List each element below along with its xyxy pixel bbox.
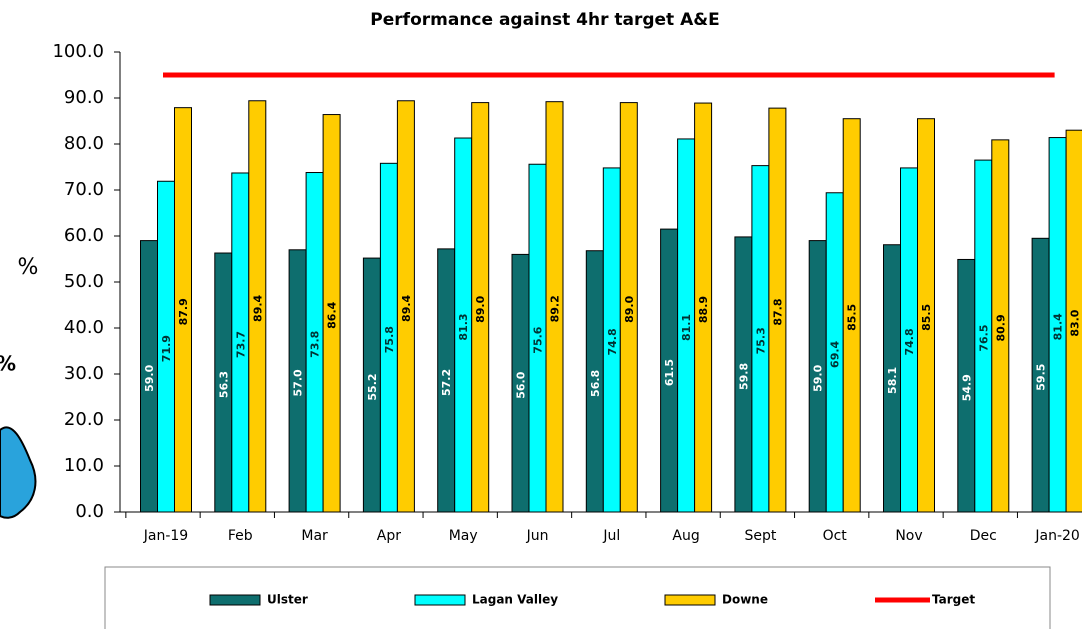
y-tick-label: 60.0 (64, 225, 104, 246)
bar (248, 100, 267, 513)
legend-swatch (414, 594, 466, 606)
overlay-text: % (0, 352, 16, 376)
y-tick-label: 20.0 (64, 409, 104, 430)
bar (545, 101, 564, 513)
data-label: 76.5 (977, 324, 990, 351)
data-label: 55.2 (366, 373, 379, 400)
bar (694, 102, 713, 513)
data-label: 56.8 (589, 370, 602, 397)
data-label: 58.1 (886, 367, 899, 394)
x-tick-label: Sept (744, 528, 776, 544)
bar (991, 139, 1010, 513)
y-tick-label: 0.0 (75, 501, 104, 522)
data-label: 83.0 (1069, 309, 1082, 336)
data-label: 56.3 (217, 371, 230, 398)
data-label: 87.9 (177, 298, 190, 325)
y-tick-label: 100.0 (52, 41, 104, 62)
data-label: 85.5 (920, 304, 933, 331)
data-label: 59.0 (812, 364, 825, 391)
x-tick-label: Mar (301, 528, 328, 544)
bar (619, 102, 638, 513)
data-label: 59.0 (143, 364, 156, 391)
data-label: 57.2 (440, 369, 453, 396)
bar (842, 118, 861, 513)
data-label: 74.8 (606, 328, 619, 355)
legend-label: Downe (722, 593, 768, 607)
x-tick-label: Oct (823, 528, 848, 544)
legend-swatch (209, 594, 261, 606)
bar (1065, 129, 1082, 513)
y-axis-label: % (18, 255, 39, 280)
data-label: 73.8 (309, 331, 322, 358)
data-label: 54.9 (960, 374, 973, 401)
data-label: 59.8 (737, 363, 750, 390)
data-label: 56.0 (515, 371, 528, 398)
y-tick-label: 90.0 (64, 87, 104, 108)
bar (174, 107, 192, 513)
data-label: 89.4 (400, 294, 413, 321)
x-tick-label: Jun (526, 528, 549, 544)
legend-label: Ulster (267, 593, 308, 607)
bar (471, 102, 490, 513)
data-label: 57.0 (292, 369, 305, 396)
x-tick-label: May (449, 528, 478, 544)
legend-label: Lagan Valley (472, 593, 558, 607)
data-label: 81.4 (1052, 313, 1065, 340)
bar (768, 107, 787, 513)
bar (322, 114, 341, 513)
data-label: 75.8 (383, 326, 396, 353)
data-label: 89.4 (251, 294, 264, 321)
y-tick-label: 80.0 (64, 133, 104, 154)
data-label: 59.5 (1035, 364, 1048, 391)
x-tick-label: Jul (602, 528, 620, 544)
data-label: 75.6 (532, 326, 545, 353)
x-tick-label: Feb (228, 528, 253, 544)
x-tick-label: Aug (672, 528, 699, 544)
y-tick-label: 40.0 (64, 317, 104, 338)
x-tick-label: Dec (970, 528, 997, 544)
legend-label: Target (932, 593, 975, 607)
data-label: 80.9 (994, 314, 1007, 341)
data-label: 81.3 (457, 313, 470, 340)
data-label: 73.7 (234, 331, 247, 358)
chart-title: Performance against 4hr target A&E (370, 10, 719, 30)
data-label: 69.4 (829, 340, 842, 367)
y-tick-label: 30.0 (64, 363, 104, 384)
data-label: 89.0 (474, 295, 487, 322)
data-label: 61.5 (663, 359, 676, 386)
data-label: 87.8 (771, 298, 784, 325)
y-tick-label: 10.0 (64, 455, 104, 476)
data-label: 74.8 (903, 328, 916, 355)
x-tick-label: Jan-20 (1034, 528, 1079, 544)
data-label: 81.1 (680, 314, 693, 341)
x-tick-label: Nov (895, 528, 922, 544)
y-tick-label: 50.0 (64, 271, 104, 292)
data-label: 85.5 (846, 304, 859, 331)
data-label: 86.4 (326, 301, 339, 328)
data-label: 75.3 (754, 327, 767, 354)
y-tick-label: 70.0 (64, 179, 104, 200)
data-label: 71.9 (160, 335, 173, 362)
x-tick-label: Jan-19 (143, 528, 188, 544)
legend-swatch (664, 594, 716, 606)
data-label: 88.9 (697, 296, 710, 323)
map-icon (0, 426, 37, 519)
x-tick-label: Apr (377, 528, 401, 544)
data-label: 89.0 (623, 295, 636, 322)
bar (917, 118, 935, 513)
data-label: 89.2 (549, 295, 562, 322)
bar (396, 100, 415, 513)
